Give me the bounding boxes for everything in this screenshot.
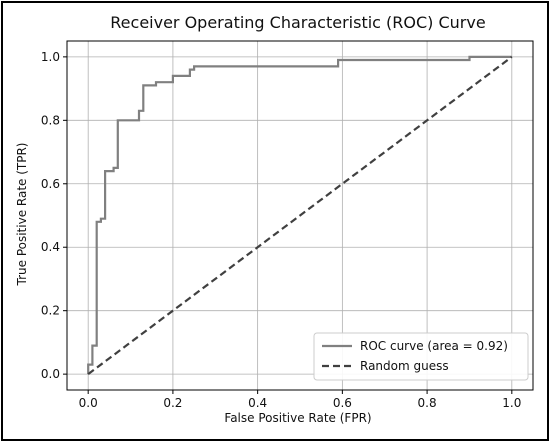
x-tick-label: 0.4 [248,396,267,410]
x-tick-label: 0.6 [333,396,352,410]
x-axis-label: False Positive Rate (FPR) [224,411,371,425]
plot-area-frame [66,40,534,391]
x-tick-label: 0.0 [79,396,98,410]
legend-label-roc: ROC curve (area = 0.92) [360,339,508,353]
random-guess-line [87,56,513,375]
chart-title: Receiver Operating Characteristic (ROC) … [110,13,485,32]
legend-label-random: Random guess [360,359,449,373]
axis-ticks: 0.0 0.2 0.4 0.6 0.8 1.0 0.0 0.2 0.4 0.6 0.8 1.0 [41,50,521,410]
y-tick-label: 0.0 [41,367,60,381]
y-tick-label: 0.6 [41,177,60,191]
y-tick-label: 0.2 [41,304,60,318]
x-tick-label: 0.2 [163,396,182,410]
x-tick-label: 1.0 [502,396,521,410]
legend-box [313,332,529,381]
x-tick-label: 0.8 [418,396,437,410]
y-tick-label: 1.0 [41,50,60,64]
y-tick-label: 0.8 [41,113,60,127]
roc-curve-line [87,55,512,375]
y-tick-label: 0.4 [41,240,60,254]
series-lines [87,55,513,375]
legend: ROC curve (area = 0.92) Random guess [313,332,529,381]
y-axis-label: True Positive Rate (TPR) [15,143,29,287]
